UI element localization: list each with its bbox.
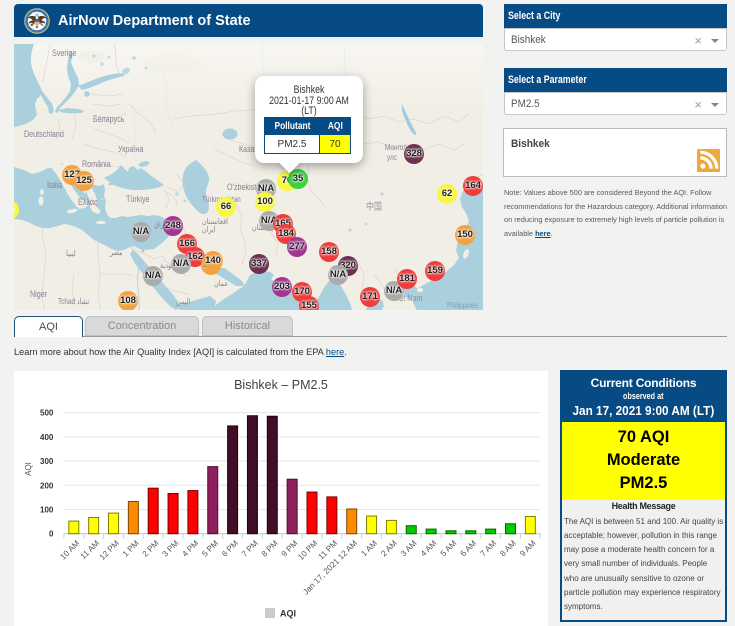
svg-text:中国: 中国: [366, 200, 382, 212]
svg-text:5 PM: 5 PM: [200, 539, 220, 559]
svg-text:11 AM: 11 AM: [79, 539, 101, 561]
svg-text:اليمن: اليمن: [176, 296, 190, 306]
svg-text:10 PM: 10 PM: [296, 539, 319, 562]
svg-text:9 AM: 9 AM: [518, 539, 538, 559]
svg-text:2 AM: 2 AM: [379, 539, 399, 559]
svg-text:AQI: AQI: [280, 609, 296, 619]
svg-text:عمان: عمان: [214, 278, 228, 288]
svg-text:O'zbekiston: O'zbekiston: [227, 182, 264, 192]
svg-text:400: 400: [40, 433, 54, 442]
svg-text:7 PM: 7 PM: [240, 539, 260, 559]
svg-text:AQI: AQI: [24, 462, 33, 476]
svg-text:Беларусь: Беларусь: [93, 114, 124, 124]
svg-text:Tchad تشاد: Tchad تشاد: [58, 296, 89, 306]
svg-text:Türkiye: Türkiye: [126, 194, 150, 204]
svg-text:1 PM: 1 PM: [121, 539, 141, 559]
svg-text:500: 500: [40, 409, 54, 418]
svg-text:Philippines: Philippines: [447, 300, 478, 310]
svg-text:Việt Nam: Việt Nam: [393, 293, 423, 303]
svg-text:1 AM: 1 AM: [359, 539, 379, 559]
svg-text:مصر: مصر: [109, 247, 122, 257]
svg-text:5 AM: 5 AM: [439, 539, 459, 559]
svg-text:200: 200: [40, 481, 54, 490]
svg-text:6 PM: 6 PM: [220, 539, 240, 559]
svg-text:3 PM: 3 PM: [161, 539, 181, 559]
svg-text:0: 0: [49, 530, 54, 539]
svg-text:улс: улс: [387, 152, 397, 162]
svg-text:2 PM: 2 PM: [141, 539, 161, 559]
svg-text:Sverige: Sverige: [52, 48, 77, 58]
svg-text:Italia: Italia: [47, 180, 63, 190]
svg-text:Niger: Niger: [30, 289, 47, 299]
svg-text:افغانستان: افغانستان: [202, 216, 228, 226]
svg-text:100: 100: [40, 505, 54, 514]
svg-text:4 PM: 4 PM: [180, 539, 200, 559]
svg-text:Deutschland: Deutschland: [24, 129, 64, 139]
svg-text:Bishkek – PM2.5: Bishkek – PM2.5: [234, 378, 328, 392]
svg-text:6 AM: 6 AM: [459, 539, 479, 559]
svg-text:Україна: Україна: [118, 144, 144, 154]
svg-text:Монгол: Монгол: [385, 142, 407, 152]
svg-text:7 AM: 7 AM: [478, 539, 498, 559]
svg-text:8 PM: 8 PM: [260, 539, 280, 559]
svg-text:ايران: ايران: [202, 224, 216, 234]
svg-text:Ελλάς: Ελλάς: [78, 197, 98, 207]
svg-text:300: 300: [40, 457, 54, 466]
svg-text:العراق: العراق: [154, 219, 171, 229]
svg-text:România: România: [82, 159, 111, 169]
svg-text:8 AM: 8 AM: [498, 539, 518, 559]
svg-text:ليبيا: ليبيا: [66, 248, 76, 258]
svg-text:10 AM: 10 AM: [58, 539, 81, 562]
svg-text:3 AM: 3 AM: [399, 539, 419, 559]
svg-text:12 PM: 12 PM: [98, 539, 121, 562]
svg-text:4 AM: 4 AM: [419, 539, 439, 559]
